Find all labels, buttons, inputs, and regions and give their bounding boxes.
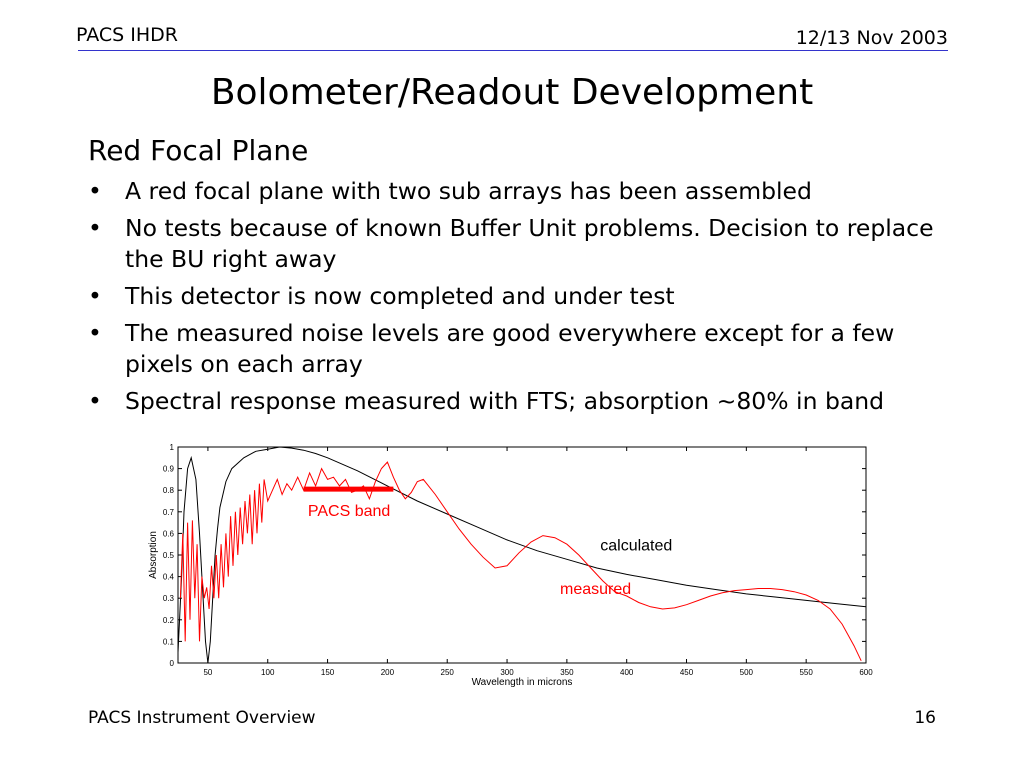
y-tick-label: 0.5 bbox=[163, 551, 175, 560]
y-tick-label: 0.9 bbox=[163, 465, 175, 474]
y-tick-label: 0.7 bbox=[163, 508, 175, 517]
absorption-chart: 50 100 150 200 250 300 350 400 450 500 550 600 0 0.1 0… bbox=[130, 438, 890, 698]
bullet-text: Spectral response measured with FTS; abs… bbox=[125, 387, 885, 415]
x-tick-label: 250 bbox=[441, 668, 455, 677]
x-tick-label: 300 bbox=[500, 668, 514, 677]
x-tick-label: 150 bbox=[321, 668, 335, 677]
x-tick-label: 200 bbox=[381, 668, 395, 677]
header-left: PACS IHDR bbox=[76, 24, 178, 46]
x-tick-label: 450 bbox=[680, 668, 694, 677]
bullet-text: The measured noise levels are good every… bbox=[125, 319, 895, 378]
x-tick-label: 50 bbox=[203, 668, 212, 677]
x-axis-label: Wavelength in microns bbox=[472, 677, 573, 688]
series-line-calculated bbox=[177, 446, 867, 664]
x-tick-label: 100 bbox=[261, 668, 275, 677]
bullet-mark: • bbox=[88, 177, 102, 205]
bullet-text: A red focal plane with two sub arrays ha… bbox=[125, 177, 812, 205]
bullet-item: • No tests because of known Buffer Unit p… bbox=[88, 213, 968, 275]
bullet-item: • This detector is now completed and unde… bbox=[88, 281, 968, 312]
chart-svg: 50 100 150 200 250 300 350 400 450 500 550 600 0 0.1 0… bbox=[148, 443, 873, 688]
bullet-mark: • bbox=[88, 214, 102, 242]
y-tick-label: 0 bbox=[170, 659, 175, 668]
bullet-list: • A red focal plane with two sub arrays h… bbox=[88, 176, 968, 423]
bullet-mark: • bbox=[88, 387, 102, 415]
series-line-measured bbox=[179, 461, 862, 662]
bullet-text: No tests because of known Buffer Unit pr… bbox=[125, 214, 934, 273]
section-heading: Red Focal Plane bbox=[88, 134, 309, 167]
header-right: 12/13 Nov 2003 bbox=[795, 27, 948, 49]
header-divider bbox=[78, 50, 948, 51]
plot-frame bbox=[177, 446, 867, 664]
y-tick-label: 1 bbox=[170, 443, 175, 452]
annotation-label: measured bbox=[560, 581, 631, 598]
x-tick-label: 400 bbox=[620, 668, 634, 677]
bullet-item: • Spectral response measured with FTS; ab… bbox=[88, 386, 968, 417]
bullet-mark: • bbox=[88, 319, 102, 347]
x-tick-label: 550 bbox=[799, 668, 813, 677]
bullet-item: • A red focal plane with two sub arrays h… bbox=[88, 176, 968, 207]
bullet-text: This detector is now completed and under… bbox=[125, 282, 675, 310]
footer-left: PACS Instrument Overview bbox=[88, 708, 316, 728]
y-axis-label: Absorption bbox=[148, 531, 159, 579]
y-tick-label: 0.8 bbox=[163, 486, 175, 495]
y-tick-label: 0.3 bbox=[163, 594, 175, 603]
bullet-mark: • bbox=[88, 282, 102, 310]
page-number: 16 bbox=[914, 708, 936, 728]
y-tick-label: 0.2 bbox=[163, 616, 175, 625]
y-tick-label: 0.6 bbox=[163, 529, 175, 538]
annotation-label: PACS band bbox=[308, 503, 390, 520]
y-tick-label: 0.4 bbox=[163, 573, 175, 582]
x-tick-label: 500 bbox=[740, 668, 754, 677]
x-tick-label: 600 bbox=[859, 668, 873, 677]
x-tick-label: 350 bbox=[560, 668, 574, 677]
slide-title: Bolometer/Readout Development bbox=[210, 72, 814, 113]
y-tick-label: 0.1 bbox=[163, 637, 175, 646]
bullet-item: • The measured noise levels are good ever… bbox=[88, 318, 968, 380]
annotation-label: calculated bbox=[600, 538, 672, 555]
